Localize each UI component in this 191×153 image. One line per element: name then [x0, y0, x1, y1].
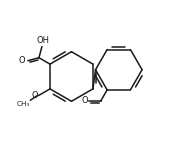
Text: O: O — [32, 91, 38, 100]
Text: CH₃: CH₃ — [17, 101, 30, 107]
Text: O: O — [82, 96, 89, 105]
Text: O: O — [19, 56, 25, 65]
Text: OH: OH — [36, 36, 49, 45]
